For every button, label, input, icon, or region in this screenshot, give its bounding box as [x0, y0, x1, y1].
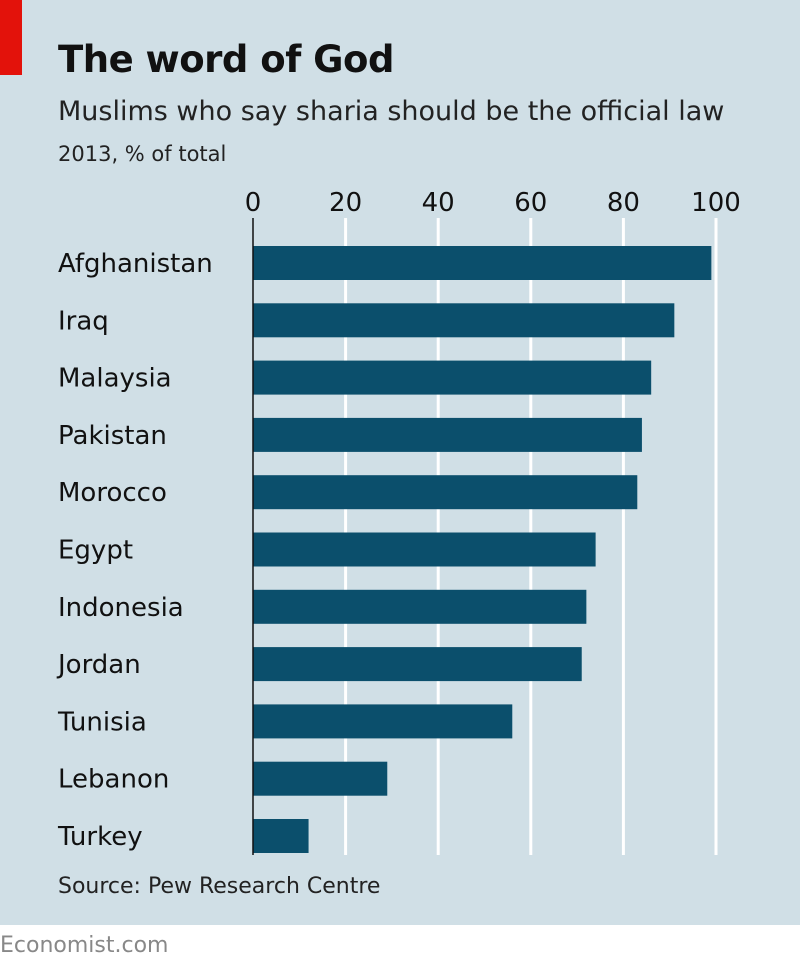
category-label: Lebanon	[58, 765, 169, 795]
bar	[253, 761, 388, 796]
category-label: Pakistan	[58, 421, 167, 451]
bar	[253, 246, 712, 280]
chart-title: The word of God	[58, 38, 394, 81]
bar	[253, 360, 652, 395]
category-label: Iraq	[58, 306, 109, 336]
x-tick-label: 20	[329, 188, 362, 218]
chart-source: Source: Pew Research Centre	[58, 874, 381, 899]
bar	[253, 589, 587, 624]
footer-brand: Economist.com	[0, 933, 169, 958]
x-tick-label: 40	[422, 188, 455, 218]
bar	[253, 532, 596, 567]
category-label: Jordan	[56, 650, 141, 680]
chart-panel	[0, 0, 800, 925]
category-label: Afghanistan	[58, 249, 213, 279]
category-label: Morocco	[58, 478, 167, 508]
bar	[253, 704, 513, 739]
bar	[253, 819, 309, 853]
x-tick-label: 60	[514, 188, 547, 218]
chart-subtitle: Muslims who say sharia should be the off…	[58, 96, 725, 127]
x-tick-label: 100	[691, 188, 741, 218]
bar	[253, 303, 675, 338]
x-tick-label: 80	[607, 188, 640, 218]
category-label: Malaysia	[58, 364, 172, 394]
brand-red-tag	[0, 0, 22, 75]
category-label: Indonesia	[58, 593, 184, 623]
bar-chart: 0 20 40 60 80 100 Afghanistan Iraq Malaysia Pakis…	[56, 188, 741, 855]
bar	[253, 647, 582, 682]
chart-unit-label: 2013, % of total	[58, 142, 227, 166]
category-label: Tunisia	[57, 707, 147, 737]
bar	[253, 475, 638, 510]
category-label: Turkey	[57, 822, 143, 852]
category-label: Egypt	[58, 536, 133, 566]
bar	[253, 417, 642, 452]
x-tick-label: 0	[245, 188, 262, 218]
